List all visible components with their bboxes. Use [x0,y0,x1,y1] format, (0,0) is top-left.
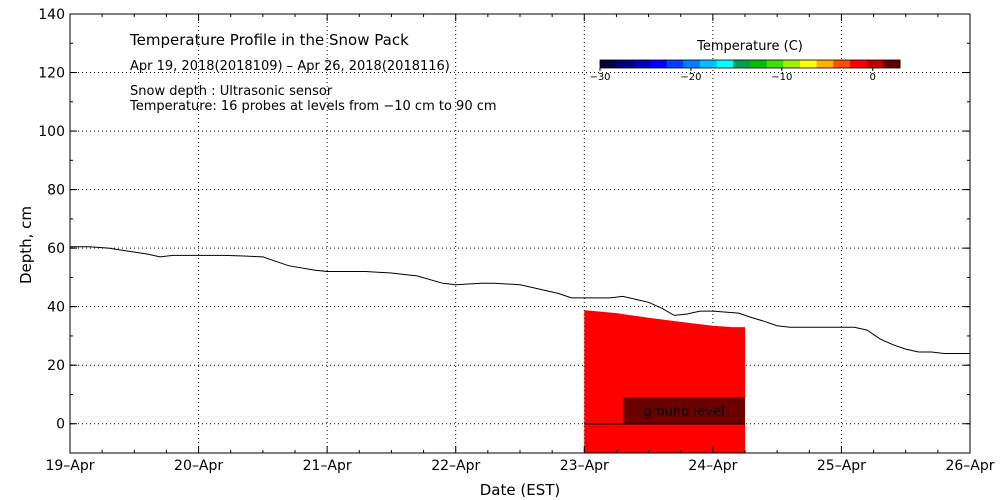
y-tick-label: 60 [47,241,65,257]
colorbar-segment [650,60,668,68]
y-axis-title: Depth, cm [17,206,35,284]
x-tick-label: 19–Apr [45,458,94,474]
colorbar-segment [633,60,651,68]
colorbar-segment [800,60,818,68]
colorbar: Temperature (C) −30 −20 −10 0 [589,39,901,83]
colorbar-segment [700,60,718,68]
ground-level-box [622,397,745,424]
colorbar-segment [783,60,801,68]
x-axis-title: Date (EST) [480,481,561,499]
colorbar-segment [850,60,868,68]
colorbar-segment [816,60,834,68]
temperature-profile: ground level [584,310,745,453]
colorbar-frame [599,59,901,69]
colorbar-segment [733,60,751,68]
x-tick-label: 25–Apr [817,458,866,474]
colorbar-segment [750,60,768,68]
colorbar-segment [666,60,684,68]
colorbar-tick-label: −30 [589,72,610,83]
y-tick-label: 140 [38,7,65,23]
y-tick-label: 100 [38,124,65,140]
chart-title: Temperature Profile in the Snow Pack [129,31,409,49]
temperature-fill-area [584,310,745,453]
note-snow-depth: Snow depth : Ultrasonic sensor [130,84,333,99]
x-tick-label: 26–Apr [945,458,994,474]
colorbar-tick-label: −10 [771,72,792,83]
colorbar-segment [766,60,784,68]
y-tick-label: 80 [47,183,65,199]
colorbar-segment [716,60,734,68]
y-tick-label: 20 [47,358,65,374]
ground-level-label: ground level [643,405,724,420]
grid-lines [70,14,970,453]
x-tick-label: 23–Apr [560,458,609,474]
note-temperature-probes: Temperature: 16 probes at levels from −1… [129,99,497,114]
colorbar-tick-label: −20 [680,72,701,83]
colorbar-segment [866,60,884,68]
colorbar-segment [833,60,851,68]
x-tick-label: 22–Apr [431,458,480,474]
axis-ticks: 19–Apr 20–Apr 21–Apr 22–Apr 23–Apr 24–Apr 25–A… [38,7,994,474]
colorbar-segment [883,60,901,68]
snow-depth-line [70,246,970,354]
chart-subtitle: Apr 19, 2018(2018109) – Apr 26, 2018(201… [130,59,450,74]
y-tick-label: 0 [56,417,65,433]
colorbar-title: Temperature (C) [696,39,803,54]
snow-depth-series [70,246,970,354]
x-tick-label: 24–Apr [688,458,737,474]
plot-frame [69,13,971,454]
x-tick-label: 20–Apr [174,458,223,474]
colorbar-segment [616,60,634,68]
colorbar-segment [683,60,701,68]
y-tick-label: 120 [38,66,65,82]
colorbar-tick-label: 0 [870,72,876,83]
colorbar-segment [600,60,618,68]
y-tick-label: 40 [47,300,65,316]
x-tick-label: 21–Apr [303,458,352,474]
